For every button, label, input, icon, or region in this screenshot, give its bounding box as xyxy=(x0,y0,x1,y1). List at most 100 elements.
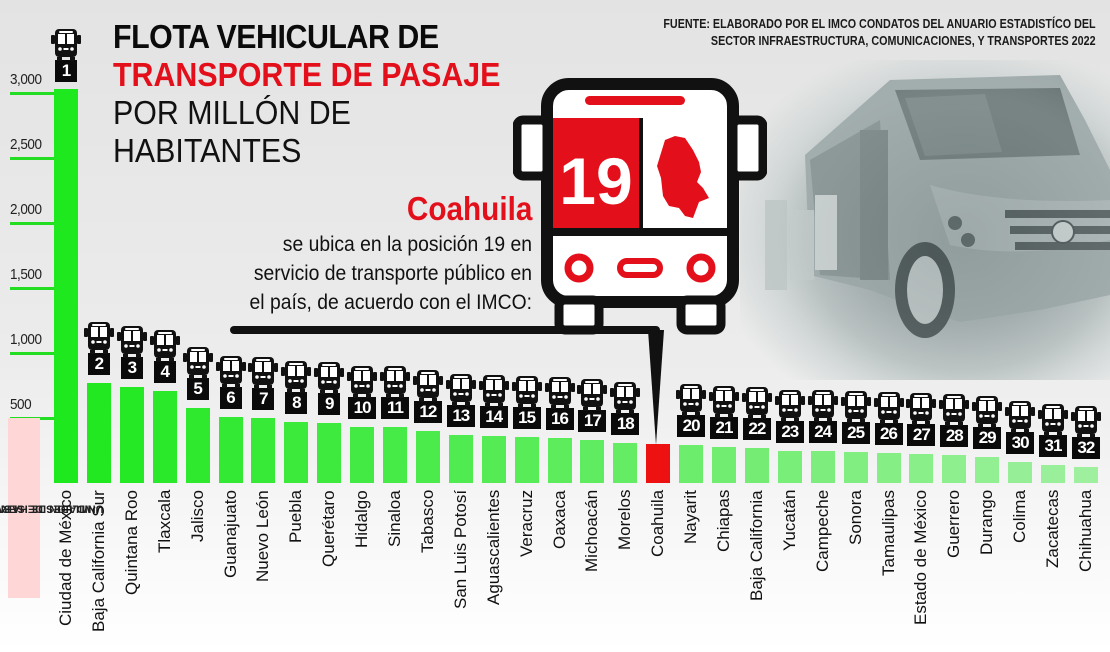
gridline xyxy=(10,92,54,95)
rank-badge: 11 xyxy=(381,397,409,420)
rank-badge: 9 xyxy=(318,392,341,415)
x-category-label: Puebla xyxy=(284,490,308,640)
rank-badge: 32 xyxy=(1071,436,1100,459)
y-axis-title: UNIDADES DE SERVICIO PORMILLON DE HABITA… xyxy=(0,418,103,598)
rank-badge: 7 xyxy=(252,388,275,410)
bar xyxy=(383,427,407,483)
bus-icon xyxy=(182,346,213,385)
category-text: Querétaro xyxy=(319,490,339,567)
x-category-label: Baja California Sur xyxy=(87,490,111,640)
rank-badge: 28 xyxy=(940,425,969,448)
bar xyxy=(1008,462,1033,483)
x-category-label: Oaxaca xyxy=(548,490,572,640)
gridline xyxy=(10,222,54,225)
rank-badge: 24 xyxy=(808,421,837,444)
bus-icon xyxy=(314,361,345,400)
y-tick-label: 1,000 xyxy=(10,331,42,348)
bus-icon xyxy=(1005,400,1036,439)
y-tick-label: 2,000 xyxy=(10,201,42,218)
rank-badge: 2 xyxy=(87,352,110,375)
bar xyxy=(251,418,276,483)
rank-badge: 4 xyxy=(153,360,176,383)
bar xyxy=(514,436,539,483)
category-text: Campeche xyxy=(812,489,832,572)
bus-icon xyxy=(380,365,410,404)
category-text: Puebla xyxy=(286,490,306,543)
rank-badge: 8 xyxy=(285,391,308,414)
bar xyxy=(876,453,901,483)
bus-icon xyxy=(873,391,904,430)
category-text: Jalisco xyxy=(187,490,207,542)
bus-photo-illustration xyxy=(740,60,1110,380)
bus-icon xyxy=(83,321,114,360)
rank-badge: 6 xyxy=(219,386,242,409)
bar xyxy=(1041,464,1065,483)
x-category-label: Michoacán xyxy=(580,490,604,640)
bar xyxy=(679,445,704,483)
chart-title: FLOTA VEHICULAR DE TRANSPORTE DE PASAJE … xyxy=(113,18,534,170)
callout-line-3: el país, de acuerdo con el IMCO: xyxy=(249,291,532,314)
bar xyxy=(218,416,243,483)
bus-icon xyxy=(248,356,279,395)
rank-badge: 27 xyxy=(907,423,936,446)
x-category-label: Zacatecas xyxy=(1041,490,1065,640)
category-text: Coahuila xyxy=(648,489,668,557)
bar xyxy=(744,447,769,483)
bus-icon xyxy=(1070,405,1101,444)
category-text: Colima xyxy=(1010,490,1030,543)
rank-badge: 20 xyxy=(677,415,706,438)
title-line-1: FLOTA VEHICULAR DE xyxy=(113,18,439,55)
category-text: Aguascalientes xyxy=(483,489,503,605)
callout-line-1: se ubica en la posición 19 en xyxy=(282,233,532,256)
category-text: Oaxaca xyxy=(549,490,569,549)
category-text: Nayarit xyxy=(681,490,701,544)
x-category-label: Yucatán xyxy=(778,490,802,640)
bar xyxy=(415,431,440,483)
rank-badge: 15 xyxy=(512,406,541,429)
source-line-2: SECTOR INFRAESTRUCTURA, COMUNICACIONES, … xyxy=(711,34,1096,48)
x-category-label: Chihuahua xyxy=(1074,490,1098,640)
bus-icon xyxy=(478,374,509,413)
category-text: Tamaulipas xyxy=(878,490,898,576)
bus-icon xyxy=(511,375,542,414)
x-category-label: Sonora xyxy=(844,490,868,640)
bar xyxy=(843,451,868,483)
rank-badge: 16 xyxy=(545,407,574,430)
bar xyxy=(185,407,210,483)
bus-icon xyxy=(347,365,378,404)
x-category-label: Colima xyxy=(1008,490,1032,640)
y-tick-label: 500 xyxy=(10,396,32,413)
bar xyxy=(777,451,802,483)
bus-icon xyxy=(149,329,180,368)
callout-state-name: Coahuila xyxy=(406,190,532,227)
category-text: Yucatán xyxy=(779,489,799,551)
category-text: Nuevo León xyxy=(253,490,273,582)
category-text: Veracruz xyxy=(516,489,536,557)
x-category-label: San Luis Potosí xyxy=(449,490,473,640)
x-category-label: Quintana Roo xyxy=(120,490,144,640)
category-text: Morelos xyxy=(615,489,635,550)
bus-icon xyxy=(709,385,739,424)
bar xyxy=(448,434,473,483)
x-category-label: Ciudad de México xyxy=(54,490,78,640)
x-category-label: Tamaulipas xyxy=(877,490,901,640)
rank-badge: 3 xyxy=(120,356,143,379)
highlight-rank: 19 xyxy=(559,144,632,218)
bus-icon xyxy=(215,355,246,394)
gridline xyxy=(10,352,54,355)
bar xyxy=(119,386,144,483)
x-category-label: Estado de México xyxy=(909,490,933,640)
rank-badge: 23 xyxy=(775,421,804,444)
bar xyxy=(54,89,78,483)
bar xyxy=(86,382,111,483)
bus-icon xyxy=(116,325,147,364)
category-text: Hidalgo xyxy=(352,490,372,548)
bus-icon xyxy=(676,383,707,422)
bus-icon xyxy=(939,393,970,432)
bus-icon xyxy=(840,390,871,429)
bus-icon xyxy=(774,389,805,428)
bar xyxy=(317,422,342,483)
bar xyxy=(152,390,177,483)
bar xyxy=(942,455,967,483)
rank-badge: 1 xyxy=(55,60,77,82)
